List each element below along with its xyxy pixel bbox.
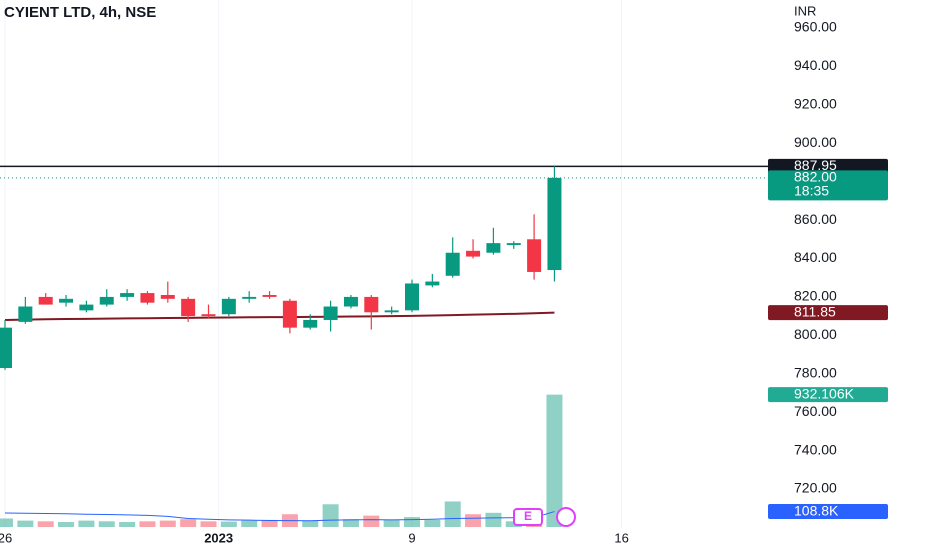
candle-body — [59, 298, 74, 303]
x-tick-label: 16 — [614, 530, 628, 545]
volume-bar — [200, 521, 217, 527]
volume-badge — [768, 387, 888, 403]
x-tick-label: 2023 — [204, 530, 233, 545]
candle-body — [303, 319, 318, 328]
volume-ma-line — [4, 511, 555, 522]
x-tick-label: 26 — [0, 530, 12, 545]
candle-body — [466, 250, 481, 257]
volume-bar — [383, 519, 400, 527]
currency: INR — [794, 3, 816, 18]
volume-bar — [404, 517, 420, 527]
candle-body — [547, 177, 562, 271]
volume-badge — [768, 504, 888, 520]
candle-body — [282, 300, 297, 328]
candle-body — [99, 296, 114, 305]
price-badge-label: 811.85 — [794, 303, 836, 319]
event-marker-dot — [556, 507, 576, 527]
price-badge — [768, 170, 888, 201]
candle-body — [323, 306, 338, 320]
moving-average — [4, 311, 555, 321]
candle-body — [486, 243, 501, 253]
price-badge-label: 887.95 — [794, 157, 837, 173]
candle-body — [201, 314, 216, 317]
volume-bar — [119, 522, 136, 527]
candle-body — [262, 294, 277, 297]
volume-bar — [342, 519, 359, 527]
volume-bar — [0, 518, 13, 527]
volume-bar — [17, 520, 34, 527]
volume-bar — [424, 519, 441, 527]
candle-body — [140, 293, 155, 303]
candle-body — [38, 296, 53, 305]
y-tick-label: 840.00 — [794, 249, 837, 265]
candle-body — [160, 294, 175, 299]
y-tick-label: 920.00 — [794, 96, 837, 112]
volume-bar — [241, 520, 258, 527]
volume-bar — [78, 520, 95, 527]
volume-bar — [159, 520, 176, 527]
candle-body — [445, 252, 460, 276]
volume-bar — [363, 515, 380, 527]
y-tick-label: 940.00 — [794, 57, 837, 73]
y-tick-label: 900.00 — [794, 134, 837, 150]
volume-bar — [546, 394, 563, 527]
volume-bar — [302, 520, 319, 527]
y-tick-label: 820.00 — [794, 288, 837, 304]
candle-body — [0, 327, 12, 368]
y-tick-label: 720.00 — [794, 480, 837, 496]
y-tick-label: 760.00 — [794, 403, 837, 419]
price-badge — [768, 158, 888, 174]
volume-badge-label: 108.8K — [794, 502, 839, 518]
volume-bar — [220, 521, 237, 527]
candle-body — [242, 296, 257, 299]
y-tick-label: 740.00 — [794, 441, 837, 457]
candle-body — [343, 296, 358, 307]
y-tick-label: 860.00 — [794, 211, 837, 227]
volume-bar — [98, 521, 115, 527]
y-tick-label: 780.00 — [794, 364, 837, 380]
y-tick-label: 800.00 — [794, 326, 837, 342]
volume-bar — [180, 519, 197, 527]
volume-bar — [37, 521, 54, 527]
candle-body — [18, 306, 33, 322]
candle-body — [405, 283, 419, 311]
chart-title: CYIENT LTD, 4h, NSE — [4, 4, 156, 21]
event-marker-label: E — [524, 509, 532, 523]
volume-badge-label: 932.106K — [794, 385, 855, 401]
candle-body — [79, 304, 94, 311]
candle-body — [506, 243, 521, 246]
price-badge-timer: 18:35 — [794, 183, 829, 199]
volume-bar — [444, 501, 461, 527]
event-marker — [513, 508, 543, 526]
price-badge-label: 882.00 — [794, 169, 837, 185]
candle-body — [425, 281, 440, 286]
price-badge — [768, 305, 888, 321]
volume-bar — [322, 504, 339, 527]
y-tick-label: 960.00 — [794, 19, 837, 35]
candle-body — [527, 239, 542, 272]
candle-body — [364, 296, 379, 313]
volume-bar — [58, 522, 75, 527]
candle-body — [384, 310, 399, 313]
volume-bar — [139, 521, 156, 527]
volume-bar — [261, 519, 278, 527]
candle-body — [181, 298, 196, 317]
x-tick-label: 9 — [408, 530, 415, 545]
candle-body — [221, 298, 236, 315]
volume-bar — [485, 512, 502, 527]
volume-bar — [465, 514, 482, 527]
candle-body — [120, 293, 135, 297]
